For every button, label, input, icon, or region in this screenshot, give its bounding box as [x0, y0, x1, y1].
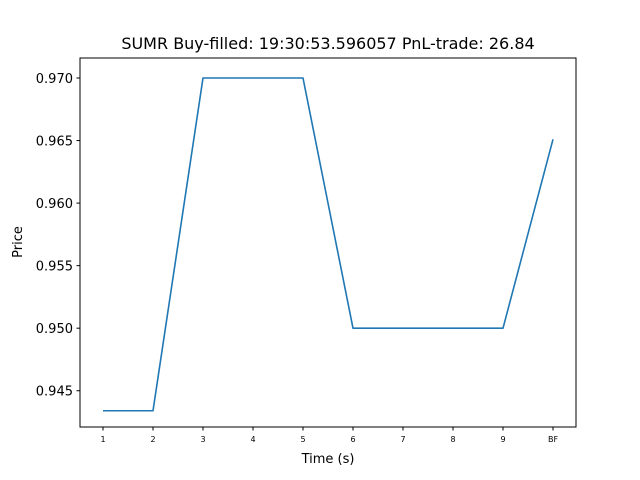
- x-tick-label: 7: [400, 435, 405, 444]
- y-tick-label: 0.970: [36, 72, 73, 87]
- y-tick-label: 0.945: [36, 385, 73, 400]
- x-tick-label: 4: [250, 435, 255, 444]
- plot-area: [102, 77, 554, 412]
- x-axis-label: Time (s): [301, 452, 355, 467]
- x-tick-label: 6: [350, 435, 355, 444]
- y-tick-label: 0.950: [36, 322, 73, 337]
- price-line: [103, 77, 554, 412]
- x-tick-label: 5: [300, 435, 305, 444]
- y-axis-label: Price: [11, 226, 26, 258]
- y-tick-label: 0.965: [36, 135, 73, 150]
- axis-ticks: 1 2 3 4 5 6 7 8 9 BF 0.945 0.950 0.955 0.960 0.965 0.97…: [36, 72, 559, 444]
- x-tick-label: 3: [200, 435, 205, 444]
- chart-title: SUMR Buy-filled: 19:30:53.596057 PnL-tra…: [121, 34, 534, 53]
- x-tick-label: 9: [500, 435, 505, 444]
- x-tick-label: 1: [100, 435, 105, 444]
- x-tick-label: 2: [150, 435, 155, 444]
- axes-frame: [79, 57, 577, 428]
- y-tick-label: 0.960: [36, 197, 73, 212]
- x-tick-label: 8: [450, 435, 455, 444]
- y-tick-label: 0.955: [36, 260, 73, 275]
- x-tick-label: BF: [548, 435, 558, 444]
